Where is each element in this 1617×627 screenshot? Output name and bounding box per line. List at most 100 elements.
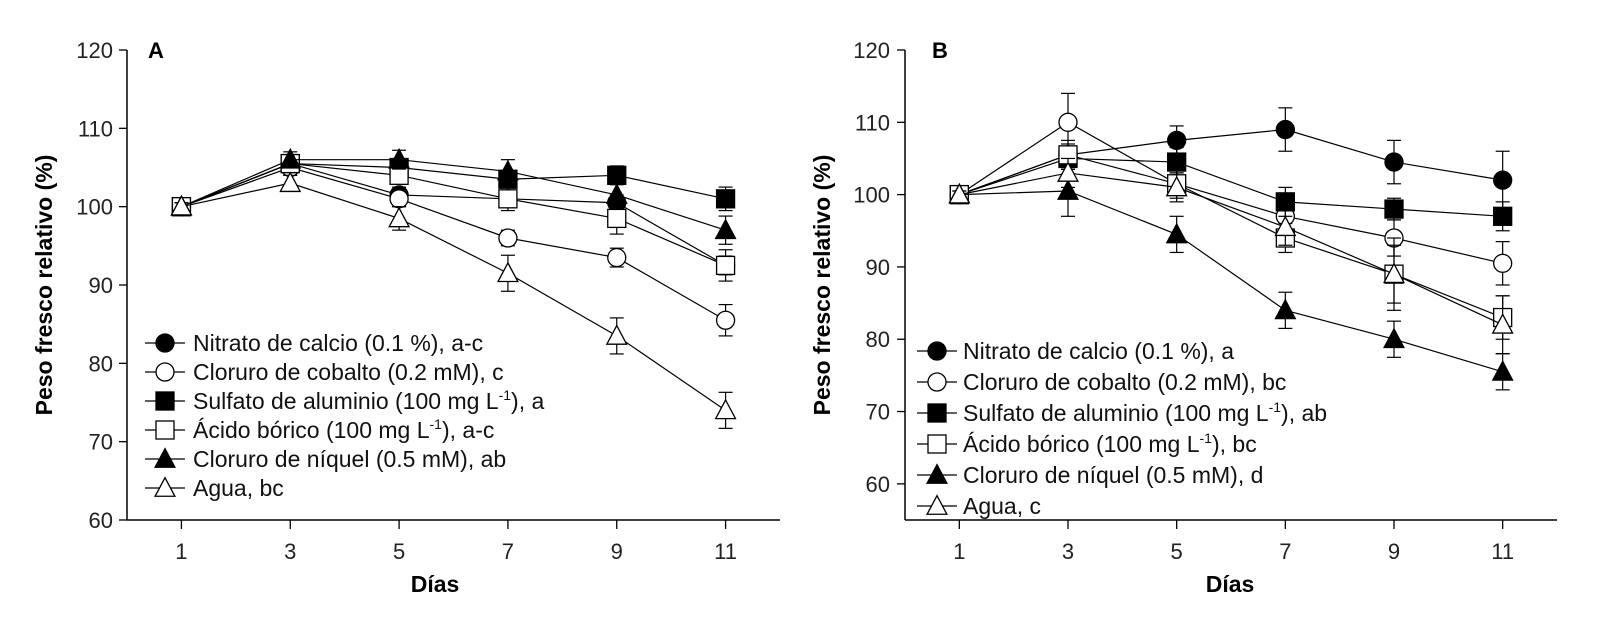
data-point <box>1057 179 1079 200</box>
legend-item: Ácido bórico (100 mg L-1), bc <box>917 430 1257 457</box>
x-tick-label: 11 <box>714 539 737 564</box>
legend-marker <box>926 463 948 484</box>
data-point <box>714 218 737 240</box>
legend-item: Nitrato de calcio (0.1 %), a <box>917 338 1234 364</box>
legend-marker <box>927 372 947 392</box>
data-point <box>498 189 518 209</box>
legend-label: Agua, c <box>963 493 1041 519</box>
data-point <box>279 171 302 193</box>
legend-marker <box>927 434 947 454</box>
series-line <box>959 190 1503 373</box>
legend-label: Agua, bc <box>193 475 284 501</box>
legend-item: Agua, bc <box>145 475 284 501</box>
data-point <box>388 206 411 228</box>
x-axis-label: Días <box>411 571 460 597</box>
data-point <box>1275 192 1295 212</box>
panel-label: B <box>932 38 948 63</box>
data-point <box>1274 215 1297 237</box>
series-2 <box>949 92 1513 286</box>
legend-marker <box>927 341 947 361</box>
data-point <box>170 194 193 216</box>
data-point <box>498 228 518 248</box>
data-point <box>1057 161 1079 182</box>
data-point <box>279 147 302 169</box>
series-line <box>181 162 726 266</box>
series-1 <box>949 107 1513 210</box>
data-point <box>1275 119 1295 140</box>
y-tick-label: 70 <box>866 400 890 425</box>
data-point <box>1493 253 1513 273</box>
data-point <box>607 165 627 185</box>
data-point <box>715 189 736 209</box>
data-point <box>1274 298 1297 320</box>
legend-label: Ácido bórico (100 mg L-1), a-c <box>193 416 494 443</box>
x-tick-label: 1 <box>953 539 965 564</box>
legend-item: Sulfato de aluminio (100 mg L-1), ab <box>917 399 1327 426</box>
y-tick-label: 60 <box>866 472 890 497</box>
series-1 <box>171 153 736 276</box>
legend-item: Cloruro de níquel (0.5 mM), d <box>917 462 1263 488</box>
legend-label: Cloruro de níquel (0.5 mM), d <box>963 462 1263 488</box>
data-point <box>1383 262 1405 284</box>
data-point <box>1384 152 1404 172</box>
legend-item: Agua, c <box>917 493 1041 519</box>
y-tick-label: 100 <box>853 183 890 208</box>
legend-label: Nitrato de calcio (0.1 %), a <box>963 338 1234 364</box>
y-tick-label: 80 <box>866 327 890 352</box>
legend-marker <box>926 494 948 515</box>
x-tick-label: 3 <box>284 539 296 564</box>
series-line <box>959 121 1503 264</box>
series-6 <box>170 171 737 429</box>
panel-label: A <box>148 38 164 63</box>
y-tick-label: 70 <box>89 430 113 455</box>
x-tick-label: 9 <box>611 539 623 564</box>
series-line <box>959 128 1503 196</box>
legend: Nitrato de calcio (0.1 %), a Cloruro de c… <box>917 338 1327 519</box>
y-tick-label: 110 <box>855 110 890 135</box>
legend-label: Cloruro de cobalto (0.2 mM), c <box>193 359 504 385</box>
data-point <box>496 159 519 181</box>
data-point <box>1493 170 1513 190</box>
series-line <box>959 172 1503 326</box>
legend-marker <box>155 391 175 411</box>
legend-item: Cloruro de cobalto (0.2 mM), c <box>145 359 504 385</box>
data-point <box>715 255 736 276</box>
y-tick-label: 60 <box>89 508 113 533</box>
series-6 <box>948 157 1514 355</box>
x-tick-label: 1 <box>175 539 187 564</box>
data-point <box>496 261 519 283</box>
panel-b: 60 70 80 90 100 110 120 1 3 5 7 9 11 Días Peso fresco … <box>809 38 1557 597</box>
legend-marker <box>155 362 175 382</box>
series-3 <box>171 153 736 217</box>
legend-marker <box>154 447 176 468</box>
series-line <box>181 162 726 266</box>
legend-label: Ácido bórico (100 mg L-1), bc <box>963 430 1257 457</box>
x-tick-label: 11 <box>1491 539 1514 564</box>
legend-item: Sulfato de aluminio (100 mg L-1), a <box>145 387 544 414</box>
x-tick-label: 7 <box>502 539 514 564</box>
data-point <box>388 147 411 169</box>
legend-item: Cloruro de cobalto (0.2 mM), bc <box>917 369 1286 395</box>
series-2 <box>171 157 736 337</box>
y-tick-label: 100 <box>76 195 113 220</box>
series-line <box>959 157 1503 217</box>
data-point <box>1384 199 1404 219</box>
data-point <box>605 183 628 204</box>
data-point <box>1167 130 1187 151</box>
legend-item: Cloruro de níquel (0.5 mM), ab <box>145 446 506 472</box>
data-point <box>948 182 971 204</box>
data-point <box>714 398 737 420</box>
series-line <box>959 154 1503 319</box>
panel-a: 60 70 80 90 100 110 120 1 3 5 7 9 11 Días Peso fresco … <box>31 38 780 597</box>
legend-label: Sulfato de aluminio (100 mg L-1), ab <box>963 399 1327 426</box>
data-point <box>1491 313 1514 334</box>
legend-marker <box>927 403 947 423</box>
series-3 <box>949 147 1513 232</box>
legend-label: Sulfato de aluminio (100 mg L-1), a <box>193 387 544 414</box>
data-point <box>1491 360 1514 381</box>
legend-label: Cloruro de cobalto (0.2 mM), bc <box>963 369 1286 395</box>
y-tick-label: 110 <box>78 116 113 141</box>
series-line <box>181 166 726 321</box>
data-point <box>1058 112 1078 132</box>
